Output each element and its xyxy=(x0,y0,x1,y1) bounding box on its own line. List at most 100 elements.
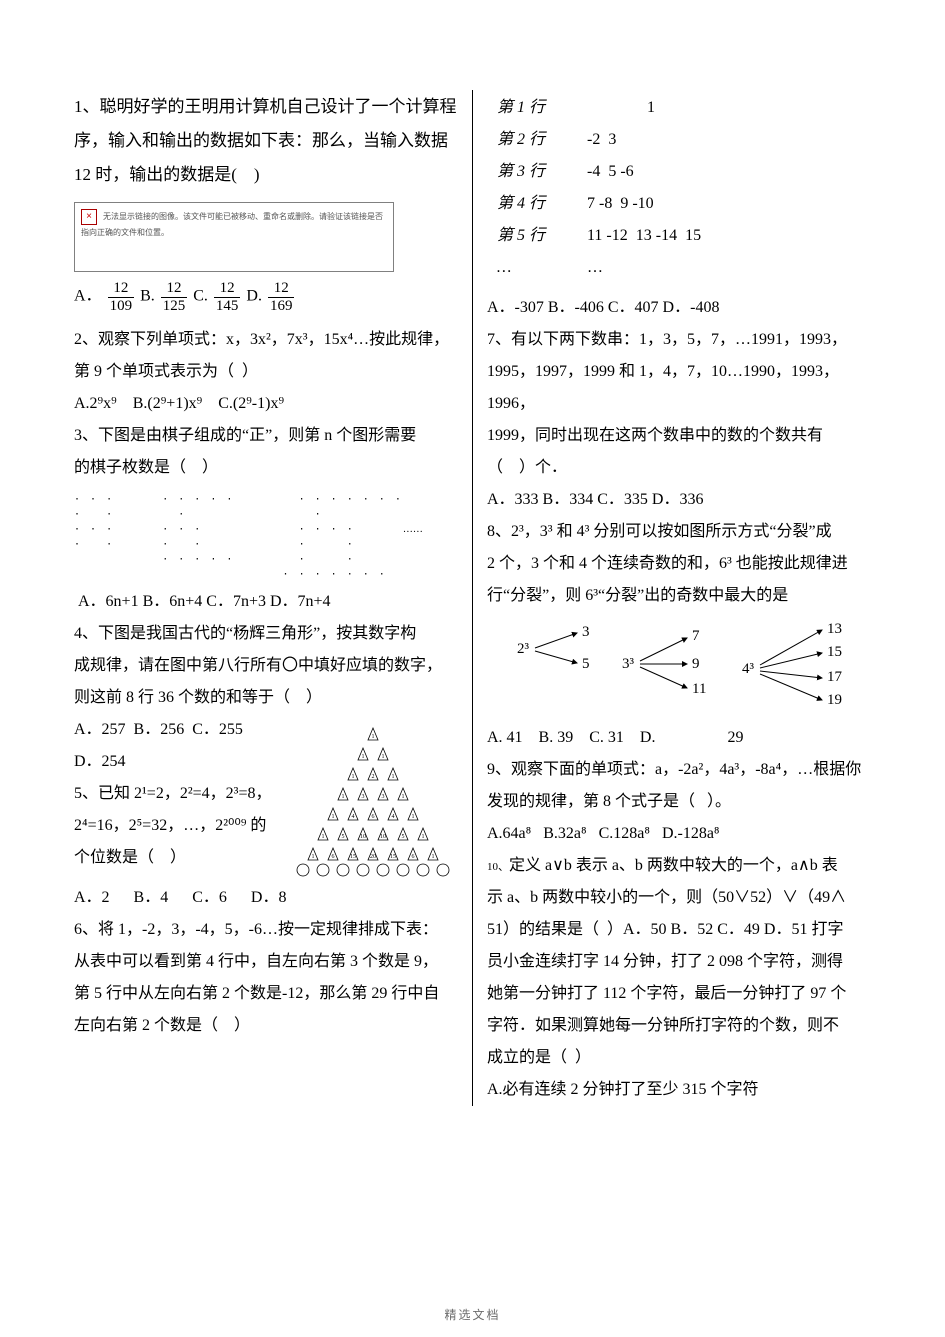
q2-line1: 2、观察下列单项式：x，3x²，7x³，15x⁴…按此规律， xyxy=(74,331,449,348)
svg-text:4: 4 xyxy=(392,814,395,820)
svg-text:6: 6 xyxy=(412,854,415,860)
yanghui-triangle-figure: 1 11 121 1331 14641 15101051 1615201561 xyxy=(288,718,458,878)
q5-line2: 2⁴=16，2⁵=32，…，2²⁰⁰⁹ 的 xyxy=(74,817,266,834)
q8-v3b: 15 xyxy=(827,644,842,660)
q4-line1: 4、下图是我国古代的“杨辉三角形”，按其数字构 xyxy=(74,625,416,642)
q1-optC-num: 12 xyxy=(214,280,241,298)
q1-optC-den: 145 xyxy=(214,298,241,315)
q1-line3: 12 时，输出的数据是( ) xyxy=(74,165,260,184)
row-label: 第 5 行 xyxy=(497,220,587,252)
row-vals: 1 xyxy=(587,92,655,124)
svg-text:2: 2 xyxy=(372,774,375,780)
q8-line2: 2 个，3 个和 4 个连续奇数的和，6³ 也能按此规律进 xyxy=(487,555,848,572)
q1-line1: 1、聪明好学的王明用计算机自己设计了一个计算程 xyxy=(74,97,457,116)
svg-text:15: 15 xyxy=(390,854,396,860)
table-row: 第 2 行-2 3 xyxy=(497,124,871,156)
q10-line6: 字符．如果测算她每一分钟所打字符的个数，则不 xyxy=(487,1017,839,1034)
q8-line3: 行“分裂”，则 6³“分裂”出的奇数中最大的是 xyxy=(487,587,788,604)
q3-line1: 3、下图是由棋子组成的“正”，则第 n 个图形需要 xyxy=(74,427,416,444)
table-row: …… xyxy=(497,252,871,284)
q10-line7: 成立的是（ ） xyxy=(487,1049,591,1066)
q1-optB-den: 125 xyxy=(161,298,188,315)
q4-text: 4、下图是我国古代的“杨辉三角形”，按其数字构 成规律，请在图中第八行所有〇中填… xyxy=(74,618,458,714)
q1-optD-label: D. xyxy=(246,288,262,305)
table-row: 第 3 行-4 5 -6 xyxy=(497,156,871,188)
q2-line2: 第 9 个单项式表示为（ ） xyxy=(74,363,258,380)
q10-line1: 定义 a∨b 表示 a、b 两数中较大的一个，a∧b 表 xyxy=(509,857,838,874)
svg-text:1: 1 xyxy=(322,834,325,840)
q6-line3: 第 5 行中从左向右第 2 个数是-12，那么第 29 行中自 xyxy=(74,985,439,1002)
q9-line1: 9、观察下面的单项式：a，-2a²，4a³，-8a⁴，…根据你 xyxy=(487,761,861,778)
q3-opts: A．6n+1 B．6n+4 C．7n+3 D．7n+4 xyxy=(74,586,458,618)
svg-text:1: 1 xyxy=(432,854,435,860)
q1-optB-num: 12 xyxy=(161,280,188,298)
svg-text:1: 1 xyxy=(382,754,385,760)
row-vals: 11 -12 13 -14 15 xyxy=(587,220,701,252)
svg-text:1: 1 xyxy=(342,794,345,800)
q7-line1: 7、有以下两下数串：1，3，5，7，…1991，1993， xyxy=(487,331,847,348)
q10-num: 10、 xyxy=(487,861,509,873)
row-vals: -4 5 -6 xyxy=(587,156,634,188)
q10-line2: 示 a、b 两数中较小的一个，则（50∨52）∨（49∧ xyxy=(487,889,846,906)
q6-line2: 从表中可以看到第 4 行中，自左向右第 3 个数是 9， xyxy=(74,953,438,970)
q7-text: 7、有以下两下数串：1，3，5，7，…1991，1993， 1995，1997，… xyxy=(487,324,871,484)
q3-trail: …… xyxy=(403,524,423,535)
q7-line3: 1999，同时出现在这两个数串中的数的个数共有 xyxy=(487,427,823,444)
q1-optC-frac: 12 145 xyxy=(214,280,241,314)
svg-text:1: 1 xyxy=(332,814,335,820)
q1-optC-label: C. xyxy=(193,288,208,305)
svg-text:4: 4 xyxy=(352,814,355,820)
q3-line2: 的棋子枚数是（ ） xyxy=(74,459,218,476)
q6-opts: A．-307 B．-406 C．407 D．-408 xyxy=(487,292,871,324)
q8-opts: A. 41 B. 39 C. 31 D. 29 xyxy=(487,722,871,754)
svg-text:6: 6 xyxy=(372,814,375,820)
svg-text:1: 1 xyxy=(312,854,315,860)
table-row: 第 1 行 1 xyxy=(497,92,871,124)
q3-figure: · · · · · · · · · · · · · · · · · · · · … xyxy=(74,492,458,582)
row-vals: … xyxy=(587,252,603,284)
q8-v1a: 3 xyxy=(582,624,590,640)
svg-text:5: 5 xyxy=(402,834,405,840)
row-label: 第 3 行 xyxy=(497,156,587,188)
svg-text:1: 1 xyxy=(392,774,395,780)
q1-optA-frac: 12 109 xyxy=(108,280,135,314)
q10-line4: 员小金连续打字 14 分钟，打了 2 098 个字符，测得 xyxy=(487,953,843,970)
q8-v2a: 7 xyxy=(692,628,700,644)
q2-text: 2、观察下列单项式：x，3x²，7x³，15x⁴…按此规律， 第 9 个单项式表… xyxy=(74,324,458,420)
q6-line4: 左向右第 2 个数是（ ） xyxy=(74,1017,250,1034)
svg-text:5: 5 xyxy=(342,834,345,840)
broken-image-icon: × xyxy=(81,209,97,225)
svg-text:1: 1 xyxy=(402,794,405,800)
q1-optA-den: 109 xyxy=(108,298,135,315)
q8-v2c: 11 xyxy=(692,681,706,697)
left-column: 1、聪明好学的王明用计算机自己设计了一个计算程 序，输入和输出的数据如下表：那么… xyxy=(60,90,473,1106)
q8-v3d: 19 xyxy=(827,692,842,708)
q4-line3: 则这前 8 行 36 个数的和等于（ ） xyxy=(74,689,322,706)
q4-line2: 成规律，请在图中第八行所有〇中填好应填的数字， xyxy=(74,657,442,674)
q6-line1: 6、将 1，-2，3，-4，5，-6…按一定规律排成下表： xyxy=(74,921,438,938)
q5-line3: 个位数是（ ） xyxy=(74,849,186,866)
q5-line1: 5、已知 2¹=2，2²=4，2³=8， xyxy=(74,785,271,802)
q7-line2: 1995，1997，1999 和 1，4，7，10…1990，1993，1996… xyxy=(487,363,839,412)
right-column: 第 1 行 1 第 2 行-2 3 第 3 行-4 5 -6 第 4 行7 -8… xyxy=(473,90,885,1106)
q3-text: 3、下图是由棋子组成的“正”，则第 n 个图形需要 的棋子枚数是（ ） xyxy=(74,420,458,484)
row-label: 第 2 行 xyxy=(497,124,587,156)
svg-text:1: 1 xyxy=(422,834,425,840)
svg-text:20: 20 xyxy=(370,854,376,860)
q9-opts: A.64a⁸ B.32a⁸ C.128a⁸ D.-128a⁸ xyxy=(487,818,871,850)
q1-text: 1、聪明好学的王明用计算机自己设计了一个计算程 序，输入和输出的数据如下表：那么… xyxy=(74,90,458,192)
svg-text:3: 3 xyxy=(382,794,385,800)
svg-text:1: 1 xyxy=(412,814,415,820)
svg-text:10: 10 xyxy=(380,834,386,840)
q6-text: 6、将 1，-2，3，-4，5，-6…按一定规律排成下表： 从表中可以看到第 4… xyxy=(74,914,458,1042)
q10-optA: A.必有连续 2 分钟打了至少 315 个字符 xyxy=(487,1074,871,1106)
q7-line4: （ ）个． xyxy=(487,459,567,476)
svg-text:1: 1 xyxy=(372,734,375,740)
q1-line2: 序，输入和输出的数据如下表：那么，当输入数据 xyxy=(74,131,448,150)
q1-options: A． 12 109 B. 12 125 C. 12 145 D. 12 169 xyxy=(74,280,458,314)
table-row: 第 4 行7 -8 9 -10 xyxy=(497,188,871,220)
q9-line2: 发现的规律，第 8 个式子是（ ）。 xyxy=(487,793,731,810)
q1-optD-frac: 12 169 xyxy=(268,280,295,314)
q10-line5: 她第一分钟打了 112 个字符，最后一分钟打了 97 个 xyxy=(487,985,846,1002)
q9-text: 9、观察下面的单项式：a，-2a²，4a³，-8a⁴，…根据你 发现的规律，第 … xyxy=(487,754,871,818)
